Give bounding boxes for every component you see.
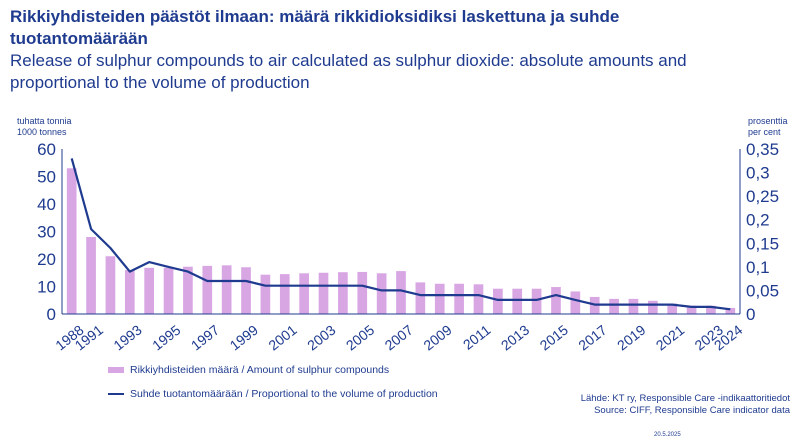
x-tick-label: 2017 xyxy=(575,322,610,354)
left-axis-unit: tuhatta tonnia 1000 tonnes xyxy=(17,116,72,138)
tick-labels: 0 10 20 30 40 50 60 0 0,05 0,1 0,15 0,2 0,25 0,3 0,35 1… xyxy=(37,140,779,353)
right-tick-label: 0,15 xyxy=(746,234,779,253)
right-tick-label: 0,1 xyxy=(746,258,770,277)
right-axis-unit-en: per cent xyxy=(748,127,781,137)
legend-swatch-line xyxy=(108,393,124,395)
left-tick-label: 20 xyxy=(37,250,56,269)
bar-2006 xyxy=(376,273,387,314)
right-tick-label: 0,3 xyxy=(746,164,770,183)
x-tick-label: 2011 xyxy=(460,322,494,353)
chart-date: 20.5.2025 xyxy=(654,432,681,438)
left-tick-label: 50 xyxy=(37,168,56,187)
left-tick-label: 30 xyxy=(37,223,56,242)
bar-2012 xyxy=(493,288,503,314)
legend-label-line: Suhde tuotantomäärään / Proportional to … xyxy=(130,388,438,400)
legend-swatch-bar xyxy=(108,367,124,373)
source-en: Source: CIFF, Responsible Care indicator… xyxy=(594,405,790,416)
bar-2007 xyxy=(396,271,406,314)
line-series xyxy=(70,158,731,311)
legend-item-bars: Rikkiyhdisteiden määrä / Amount of sulph… xyxy=(108,364,389,376)
x-tick-label: 2015 xyxy=(537,322,572,354)
bar-2021 xyxy=(667,303,678,314)
x-tick-label: 1997 xyxy=(188,322,223,354)
x-tick-label: 2009 xyxy=(420,322,455,354)
bar-1998 xyxy=(221,265,232,314)
bar-series xyxy=(66,168,736,314)
chart-title-en: Release of sulphur compounds to air calc… xyxy=(10,51,687,92)
ratio-line xyxy=(70,158,731,311)
legend-item-line: Suhde tuotantomäärään / Proportional to … xyxy=(108,388,438,400)
bar-2018 xyxy=(609,298,619,314)
left-axis-unit-fi: tuhatta tonnia xyxy=(17,116,72,126)
source-fi: Lähde: KT ry, Responsible Care -indikaat… xyxy=(580,393,790,404)
x-tick-label: 2003 xyxy=(304,322,339,354)
bar-2015 xyxy=(551,287,561,314)
bar-1999 xyxy=(241,267,251,314)
bar-2001 xyxy=(279,274,290,314)
bar-1991 xyxy=(86,237,96,314)
right-tick-label: 0,05 xyxy=(746,281,779,300)
right-tick-label: 0,35 xyxy=(746,140,779,159)
bar-2005 xyxy=(357,271,368,314)
bar-1988 xyxy=(66,168,77,314)
bar-2000 xyxy=(260,274,271,314)
left-tick-label: 10 xyxy=(37,278,56,297)
bar-2020 xyxy=(647,300,658,314)
x-tick-label: 2019 xyxy=(614,322,649,354)
bar-2023 xyxy=(706,305,716,314)
bar-2010 xyxy=(454,283,464,314)
x-tick-label: 2021 xyxy=(653,322,688,354)
right-tick-label: 0,25 xyxy=(746,187,779,206)
chart-title-fi: Rikkiyhdisteiden päästöt ilmaan: määrä r… xyxy=(10,7,620,48)
right-tick-label: 0 xyxy=(746,305,755,324)
bar-1994 xyxy=(144,267,155,314)
bar-2013 xyxy=(512,288,523,314)
bar-2014 xyxy=(531,288,542,314)
x-tick-label: 2007 xyxy=(382,322,417,354)
chart-axes xyxy=(61,149,741,315)
x-tick-label: 2013 xyxy=(498,322,533,354)
right-axis-unit: prosenttia per cent xyxy=(748,116,788,138)
left-tick-label: 60 xyxy=(37,140,56,159)
bar-2024 xyxy=(725,307,736,314)
left-tick-label: 40 xyxy=(37,195,56,214)
right-tick-label: 0,2 xyxy=(746,211,770,230)
x-tick-label: 2005 xyxy=(343,322,378,354)
bar-2009 xyxy=(434,283,445,314)
bar-2004 xyxy=(338,272,348,314)
bar-1997 xyxy=(202,265,213,314)
bar-2008 xyxy=(415,282,426,314)
x-tick-label: 2001 xyxy=(265,322,300,354)
bar-1995 xyxy=(163,267,174,314)
right-axis-unit-fi: prosenttia xyxy=(748,116,788,126)
bar-2019 xyxy=(628,298,639,314)
bar-2011 xyxy=(473,284,484,314)
bar-1996 xyxy=(183,266,193,314)
bar-2022 xyxy=(686,305,697,314)
bar-2003 xyxy=(318,272,329,314)
x-tick-label: 1993 xyxy=(110,322,145,354)
bar-2002 xyxy=(299,273,309,314)
legend-label-bars: Rikkiyhdisteiden määrä / Amount of sulph… xyxy=(130,364,390,376)
left-axis-unit-en: 1000 tonnes xyxy=(17,127,67,137)
bar-2016 xyxy=(570,291,581,314)
bar-1992 xyxy=(105,256,116,314)
x-tick-label: 1999 xyxy=(227,322,262,354)
bar-1993 xyxy=(124,270,135,314)
x-tick-label: 1995 xyxy=(149,322,184,354)
left-tick-label: 0 xyxy=(47,305,56,324)
